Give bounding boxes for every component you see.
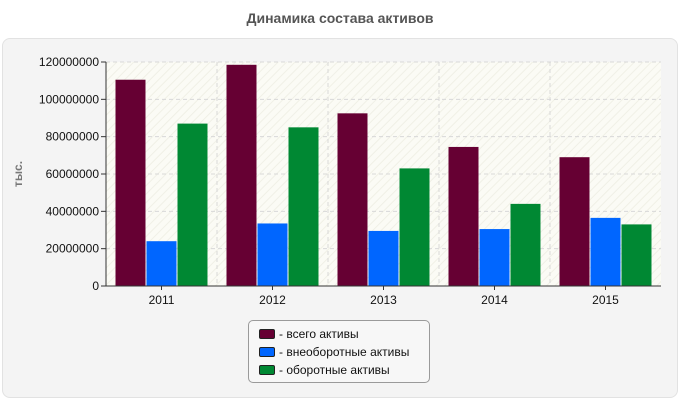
x-tick-label: 2012	[259, 293, 286, 307]
legend-item: - всего активы	[259, 325, 429, 343]
legend-item: - оборотные активы	[259, 361, 429, 379]
legend-swatch	[259, 365, 275, 375]
legend-swatch	[259, 347, 275, 357]
y-tick-label: 0	[92, 279, 99, 293]
bar-2014-series-3	[510, 203, 541, 286]
bar-2011-series-3	[177, 123, 208, 286]
x-tick-label: 2015	[592, 293, 619, 307]
bar-2013-series-1	[337, 113, 368, 286]
y-tick-label: 60000000	[46, 167, 100, 181]
y-axis-label: тыс.	[11, 161, 25, 187]
y-tick-label: 120000000	[39, 55, 99, 69]
bar-2011-series-1	[115, 79, 146, 286]
legend: - всего активы - внеоборотные активы - о…	[248, 320, 430, 383]
x-tick-label: 2013	[370, 293, 397, 307]
y-tick-label: 20000000	[46, 242, 100, 256]
bar-2014-series-2	[479, 229, 510, 286]
x-tick-label: 2014	[481, 293, 508, 307]
y-ticks: 0 20000000 40000000 60000000 80000000 1000000…	[39, 55, 106, 293]
bar-2012-series-1	[226, 64, 257, 286]
legend-label: - всего активы	[279, 327, 359, 341]
bar-2011-series-2	[146, 241, 177, 286]
legend-item: - внеоборотные активы	[259, 343, 429, 361]
bar-2014-series-1	[448, 146, 479, 286]
bar-2012-series-2	[257, 223, 288, 286]
y-tick-label: 100000000	[39, 92, 99, 106]
x-tick-label: 2011	[149, 293, 175, 307]
bar-2012-series-3	[288, 127, 319, 286]
bar-2015-series-1	[559, 157, 590, 286]
legend-label: - внеоборотные активы	[279, 345, 410, 359]
chart-title: Динамика состава активов	[246, 10, 434, 26]
bar-2015-series-2	[590, 217, 621, 286]
bar-2013-series-2	[368, 230, 399, 286]
x-ticks: 2011 2012 2013 2014 2015	[149, 286, 619, 307]
bars	[115, 64, 652, 286]
bar-2015-series-3	[621, 224, 652, 286]
y-tick-label: 80000000	[46, 130, 100, 144]
legend-swatch	[259, 329, 275, 339]
legend-label: - оборотные активы	[279, 363, 390, 377]
y-tick-label: 40000000	[46, 204, 100, 218]
bar-2013-series-3	[399, 168, 430, 286]
